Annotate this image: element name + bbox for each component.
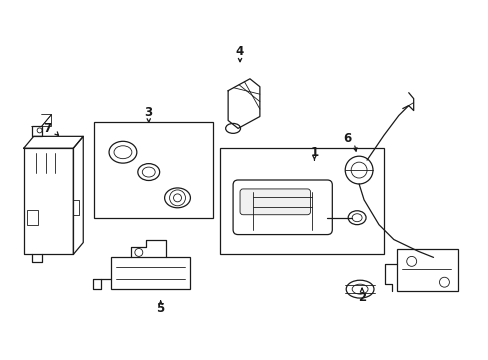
Text: 7: 7: [43, 122, 52, 135]
Bar: [27, 210, 38, 225]
Bar: [396, 249, 457, 291]
Text: 3: 3: [144, 106, 152, 119]
FancyBboxPatch shape: [240, 189, 310, 215]
Text: 4: 4: [235, 45, 244, 58]
Bar: [94, 122, 213, 218]
Bar: [111, 257, 190, 289]
Text: 1: 1: [310, 146, 318, 159]
Text: 5: 5: [156, 302, 164, 315]
Bar: [220, 148, 383, 255]
Text: 6: 6: [343, 132, 350, 145]
Text: 2: 2: [357, 291, 366, 303]
